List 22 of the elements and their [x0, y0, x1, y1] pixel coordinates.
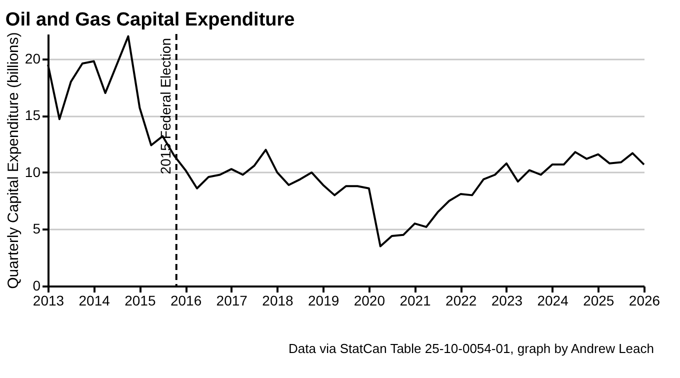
x-tick-label: 2014 — [78, 292, 110, 308]
x-tick-label: 2023 — [491, 292, 523, 308]
x-tick-label: 2022 — [446, 292, 477, 308]
x-tick-label: 2021 — [400, 292, 432, 308]
x-tick-label: 2013 — [32, 292, 64, 308]
y-tick-label: 0 — [32, 278, 41, 294]
x-tick-label: 2025 — [583, 292, 614, 308]
x-tick-label: 2018 — [262, 292, 294, 308]
x-tick-label: 2015 — [124, 292, 156, 308]
x-tick-label: 2026 — [628, 292, 660, 308]
text: Data via StatCan Table 25-10-0054-01, graph by Andrew Leach — [288, 341, 654, 356]
x-tick-label: 2016 — [170, 292, 202, 308]
y-tick-label: 5 — [32, 220, 41, 237]
x-tick-label: 2017 — [216, 292, 248, 308]
x-tick-label: 2024 — [537, 292, 569, 308]
y-axis-title: Quarterly Capital Expenditure (billions) — [4, 32, 22, 289]
y-tick-label: 15 — [24, 107, 41, 124]
x-tick-label: 2019 — [308, 292, 340, 308]
x-tick-label: 2020 — [354, 292, 386, 308]
y-tick-label: 10 — [24, 164, 41, 180]
chart-title: Oil and Gas Capital Expenditure — [5, 10, 295, 31]
y-tick-label: 20 — [24, 50, 41, 66]
